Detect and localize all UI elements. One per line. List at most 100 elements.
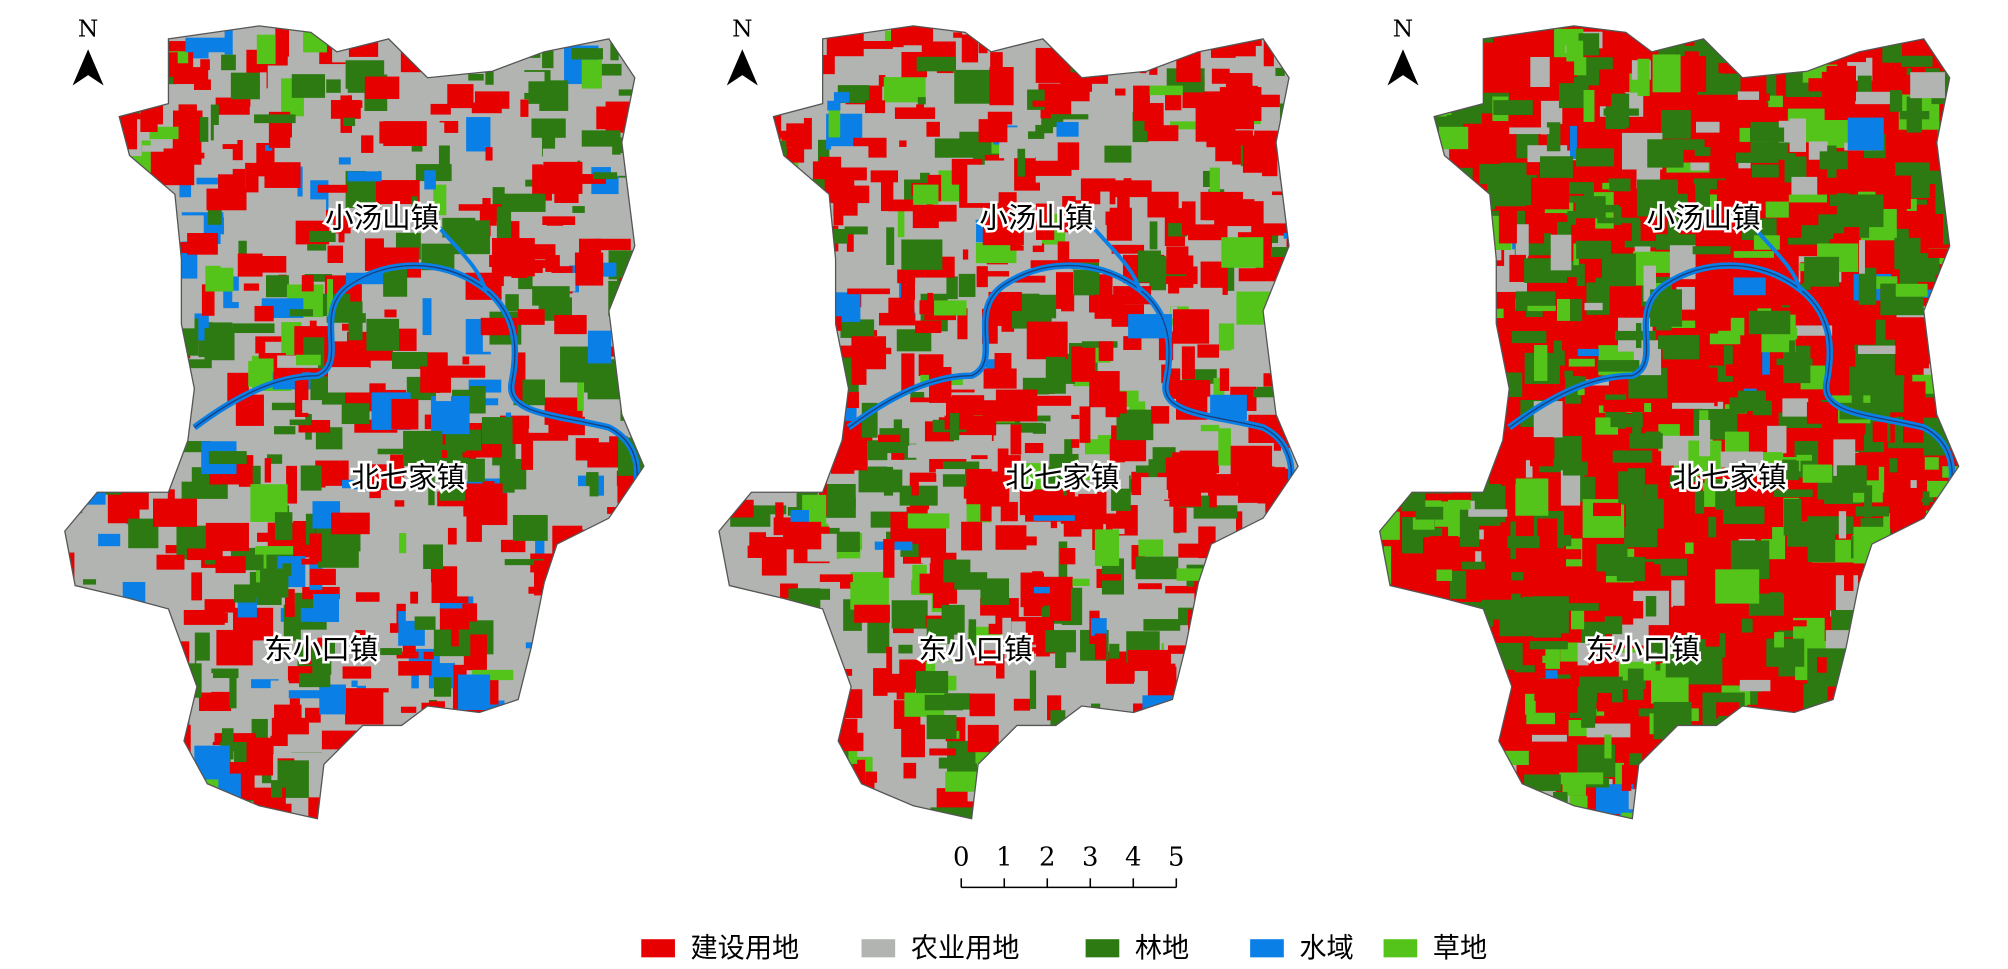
land-patch [315, 427, 343, 450]
land-patch [491, 754, 531, 787]
land-patch [1966, 149, 1984, 184]
land-patch [263, 824, 272, 841]
land-patch [629, 806, 644, 819]
land-patch [774, 175, 792, 200]
land-patch [1816, 657, 1827, 673]
land-patch [1097, 491, 1109, 525]
land-patch [1531, 177, 1570, 210]
land-patch [581, 59, 602, 89]
land-patch [1045, 68, 1064, 81]
land-patch [1766, 638, 1805, 667]
land-patch [1103, 717, 1141, 747]
land-patch [1914, 659, 1940, 668]
land-patch [1753, 763, 1770, 771]
land-patch [761, 301, 784, 339]
land-patch [1733, 251, 1775, 258]
land-patch [1567, 827, 1579, 852]
land-patch [84, 95, 99, 103]
land-patch [1402, 410, 1443, 432]
land-patch [119, 268, 164, 276]
land-patch [391, 352, 428, 369]
land-patch [428, 468, 435, 506]
land-patch [93, 828, 103, 845]
land-patch [179, 767, 201, 799]
land-patch [335, 793, 361, 808]
land-patch [230, 72, 260, 100]
land-patch [572, 206, 585, 213]
land-patch [1050, 710, 1066, 749]
land-patch [982, 400, 997, 436]
land-patch [1003, 798, 1043, 819]
land-patch [1925, 510, 1936, 548]
land-patch [199, 691, 232, 712]
land-patch [772, 102, 780, 112]
land-patch [1667, 208, 1679, 236]
land-patch [824, 689, 863, 719]
land-patch [512, 514, 548, 541]
land-patch [786, 218, 813, 246]
land-patch [802, 458, 818, 495]
land-patch [342, 666, 372, 679]
land-patch [383, 268, 408, 297]
land-patch [166, 772, 187, 793]
land-patch [1067, 25, 1097, 35]
land-patch [560, 346, 593, 383]
legend-swatch [1085, 939, 1120, 958]
land-patch [902, 25, 934, 46]
land-patch [957, 308, 968, 340]
land-patch [1409, 355, 1441, 376]
land-patch [205, 265, 234, 292]
land-patch [1300, 150, 1329, 188]
land-patch [1392, 92, 1402, 110]
land-patch [1882, 576, 1901, 605]
land-patch [878, 75, 886, 87]
land-patch [727, 679, 751, 699]
land-patch [1242, 339, 1263, 361]
north-arrow [1387, 49, 1419, 86]
land-patch [742, 798, 760, 819]
land-patch [920, 172, 930, 185]
land-patch [1932, 813, 1949, 819]
land-patch [1225, 649, 1258, 663]
land-patch [752, 281, 784, 305]
land-patch [462, 356, 470, 365]
land-patch [1479, 163, 1501, 185]
land-patch [1115, 88, 1126, 96]
land-patch [438, 145, 450, 172]
land-patch [580, 146, 613, 163]
land-patch [1563, 184, 1594, 194]
land-patch [1379, 162, 1408, 174]
land-patch [1379, 182, 1403, 221]
land-patch [73, 368, 97, 376]
land-patch [133, 447, 169, 459]
land-patch [1719, 278, 1733, 299]
land-patch [899, 485, 938, 506]
land-patch [1389, 728, 1399, 742]
land-patch [64, 242, 80, 258]
land-patch [1955, 309, 1959, 318]
land-patch [1750, 486, 1763, 507]
land-patch [976, 25, 998, 30]
land-patch [601, 754, 632, 780]
land-patch [254, 305, 274, 322]
land-patch [489, 746, 525, 773]
land-patch [865, 100, 886, 114]
land-patch [1951, 64, 1959, 77]
land-patch [1392, 359, 1411, 388]
land-patch [1721, 757, 1752, 776]
land-patch [1455, 415, 1461, 454]
land-patch [1804, 256, 1840, 287]
land-patch [1238, 268, 1276, 282]
land-patch [1440, 811, 1469, 819]
land-patch [70, 415, 99, 423]
town-label: 东小口镇 [1586, 633, 1700, 666]
land-patch [1583, 89, 1595, 122]
land-patch [450, 43, 467, 70]
land-patch [597, 574, 626, 593]
land-patch [1050, 114, 1089, 120]
land-patch [1219, 748, 1227, 763]
land-patch [1379, 511, 1400, 540]
land-patch [1379, 161, 1389, 198]
land-patch [343, 797, 375, 819]
land-patch [1443, 98, 1452, 135]
